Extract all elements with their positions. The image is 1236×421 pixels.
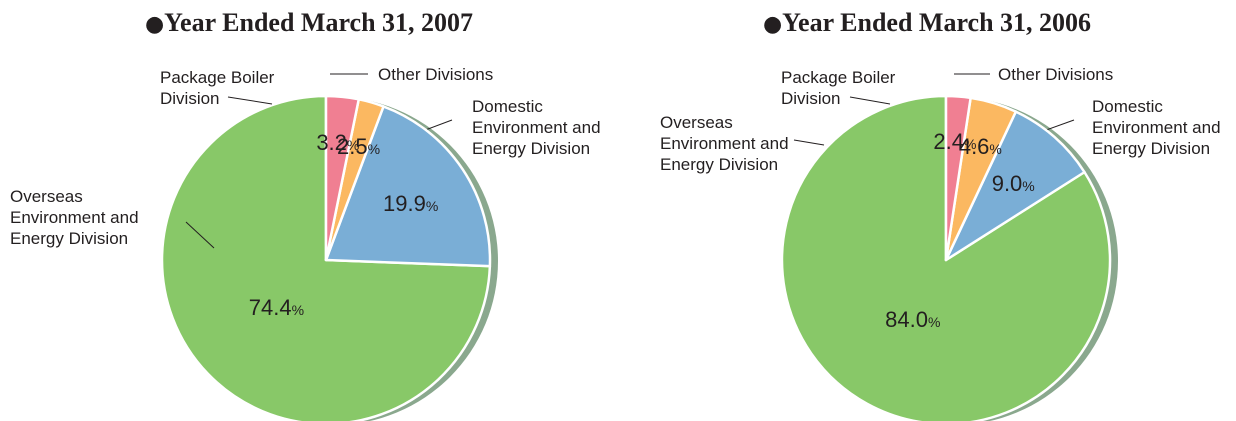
legend-label-overseas-environment-and-energy-division: Overseas Environment and Energy Division (660, 112, 789, 175)
leader-line (849, 96, 891, 105)
pie-value-number: 19.9 (382, 190, 426, 216)
pie-value-number: 3.2 (316, 129, 347, 155)
pie-value-label: 19.9% (383, 191, 438, 217)
legend-label-line: Other Divisions (998, 65, 1114, 84)
pie-value-number: 2.5 (337, 133, 368, 159)
legend-label-overseas-environment-and-energy-division: Overseas Environment and Energy Division (10, 186, 139, 249)
pie-value-label: 2.5% (337, 134, 380, 160)
chart-panel-2006: ●Year Ended March 31, 2006 84.0% Domestic… (618, 0, 1236, 421)
pie-value-unit: % (989, 141, 1002, 158)
bullet-icon: ● (144, 12, 165, 37)
legend-label-line: Environment and (472, 118, 601, 137)
legend-label-line: Energy Division (472, 139, 591, 158)
chart-title-text: Year Ended March 31, 2006 (782, 8, 1092, 37)
pie-value-unit: % (291, 301, 305, 318)
legend-label-line: Energy Division (10, 229, 129, 248)
pie-value-number: 84.0 (885, 307, 928, 333)
pie-value-label: 3.2% (316, 130, 359, 156)
legend-label-line: Energy Division (660, 155, 779, 174)
legend-label-line: Overseas (660, 113, 733, 132)
legend-label-line: Overseas (10, 187, 83, 206)
pie-value-number: 2.4 (933, 129, 964, 155)
legend-label-package-boiler-division: Package Boiler Division (160, 67, 274, 109)
pie-value-unit: % (367, 140, 381, 157)
pie-slice-overseas-environment-and-energy-division (944, 110, 1086, 262)
pie-value-label: 84.0% (885, 307, 940, 333)
pie-value-label: 74.4% (249, 295, 304, 321)
legend-label-other-divisions: Other Divisions (998, 64, 1113, 85)
pie-chart-2006 (780, 73, 1118, 421)
legend-label-line: Division (160, 89, 220, 108)
legend-label-line: Other Divisions (378, 65, 494, 84)
pie-value-unit: % (346, 136, 360, 153)
pie-value-unit: % (1022, 177, 1035, 194)
bullet-icon: ● (762, 12, 783, 37)
legend-label-line: Division (781, 89, 841, 108)
legend-label-line: Package Boiler (781, 68, 896, 87)
legend-label-other-divisions: Other Divisions (378, 64, 493, 85)
chart-title-text: Year Ended March 31, 2007 (164, 8, 474, 37)
legend-label-domestic-environment-and-energy-division: Domestic Environment and Energy Division (472, 96, 601, 159)
pie-slice-other-divisions (324, 94, 361, 262)
pie-value-unit: % (963, 136, 977, 153)
legend-label-line: Domestic (1092, 97, 1163, 116)
pie-chart-2007 (160, 73, 498, 421)
pie-value-unit: % (425, 197, 439, 214)
legend-label-line: Environment and (10, 208, 139, 227)
chart-title-2007: ●Year Ended March 31, 2007 (0, 8, 618, 38)
pie-slice-domestic-environment-and-energy-division (780, 94, 1112, 421)
legend-label-line: Environment and (1092, 118, 1221, 137)
chart-panel-2007: ●Year Ended March 31, 2007 74.4% Domestic… (0, 8, 618, 421)
leader-line (227, 96, 273, 105)
pie-value-label: 2.4% (933, 129, 976, 155)
pie-slice-other-divisions (944, 94, 972, 262)
pie-value-number: 9.0 (991, 170, 1023, 196)
pie-value-label: 9.0% (992, 171, 1035, 197)
legend-label-package-boiler-division: Package Boiler Division (781, 67, 895, 109)
pie-slice-overseas-environment-and-energy-division (324, 105, 492, 268)
chart-title-2006: ●Year Ended March 31, 2006 (618, 8, 1236, 38)
leader-line (185, 221, 215, 249)
legend-label-line: Environment and (660, 134, 789, 153)
legend-label-domestic-environment-and-energy-division: Domestic Environment and Energy Division (1092, 96, 1221, 159)
leader-line (793, 139, 825, 146)
legend-label-line: Package Boiler (160, 68, 275, 87)
pie-value-label: 4.6% (959, 134, 1002, 160)
legend-label-line: Domestic (472, 97, 543, 116)
pie-value-number: 4.6 (958, 134, 990, 160)
pie-value-unit: % (928, 314, 941, 331)
legend-label-line: Energy Division (1092, 139, 1211, 158)
pie-value-number: 74.4 (248, 294, 292, 320)
